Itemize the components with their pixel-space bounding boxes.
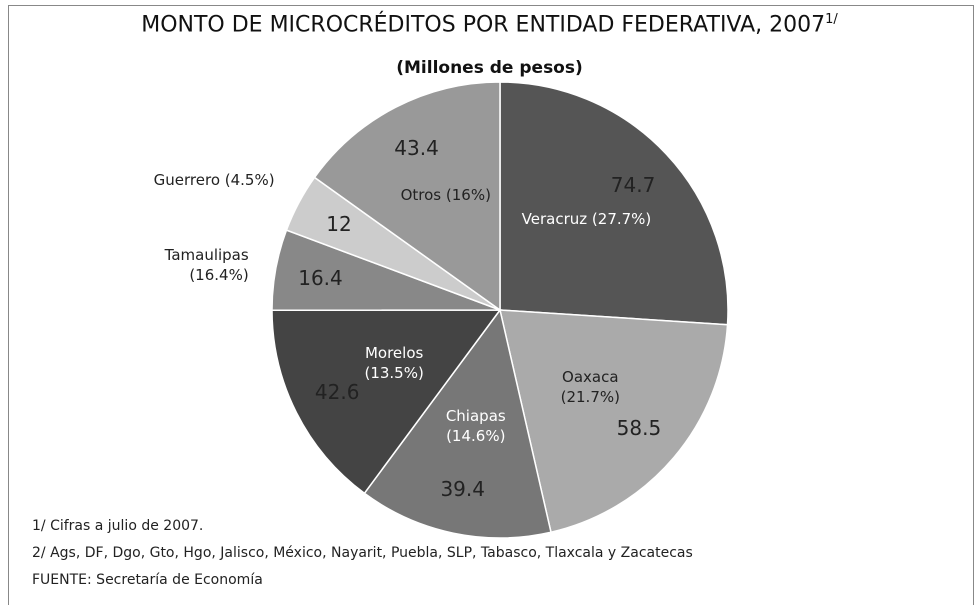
value-label: 74.7 xyxy=(610,173,656,198)
category-label: Otros (16%) xyxy=(400,185,491,204)
category-label: Chiapas (14.6%) xyxy=(445,407,506,446)
value-label: 43.4 xyxy=(394,135,439,160)
chart-title-box: MONTO DE MICROCRÉDITOS POR ENTIDAD FEDER… xyxy=(0,12,979,37)
chart-subtitle: (Millones de pesos) xyxy=(396,58,583,78)
category-label: Guerrero (4.5%) xyxy=(153,170,275,189)
value-label: 42.6 xyxy=(314,380,360,405)
chart-title: MONTO DE MICROCRÉDITOS POR ENTIDAD FEDER… xyxy=(141,12,826,38)
category-label: Veracruz (27.7%) xyxy=(521,209,652,228)
category-label: Morelos (13.5%) xyxy=(364,344,424,383)
pie-slice xyxy=(271,309,502,495)
value-label: 12 xyxy=(326,212,352,237)
value-label: 58.5 xyxy=(616,416,662,441)
pie-slice xyxy=(363,308,552,539)
value-label: 39.4 xyxy=(440,476,485,501)
category-label: Oaxaca (21.7%) xyxy=(560,367,620,406)
title-note: 1/ xyxy=(825,12,838,27)
pie-slice xyxy=(313,81,501,312)
pie-slice xyxy=(499,309,729,534)
frame xyxy=(8,5,974,605)
pie-slice xyxy=(499,81,729,326)
value-label: 16.4 xyxy=(298,265,343,290)
footnote: FUENTE: Secretaría de Economía xyxy=(32,572,263,588)
footnote: 2/ Ags, DF, Dgo, Gto, Hgo, Jalisco, Méxi… xyxy=(32,545,693,561)
category-label: Tamaulipas (16.4%) xyxy=(164,245,249,284)
footnote: 1/ Cifras a julio de 2007. xyxy=(32,518,204,534)
